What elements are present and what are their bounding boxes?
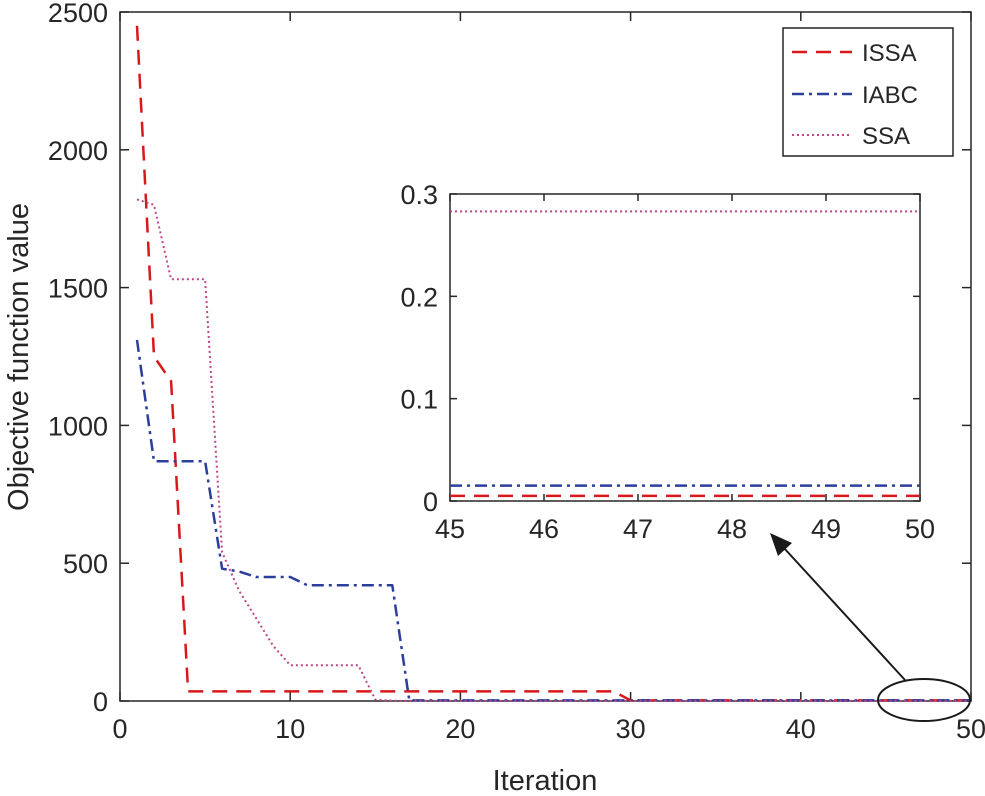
main-y-tick-label: 500 [63, 549, 108, 579]
main-y-tick-label: 2000 [48, 136, 108, 166]
main-series-line-issa [135, 25, 971, 702]
main-x-tick-label: 20 [445, 714, 475, 744]
y-axis-title: Objective function value [3, 203, 35, 511]
legend: ISSA IABC SSA [782, 27, 954, 157]
inset-x-tick-label: 45 [435, 514, 465, 544]
inset-x-tick-label: 50 [905, 514, 935, 544]
legend-label-issa: ISSA [862, 40, 917, 67]
inset-y-tick-label: 0 [423, 487, 438, 517]
main-x-tick-label: 50 [956, 714, 985, 744]
main-y-tick-label: 1500 [48, 274, 108, 304]
main-x-tick-label: 30 [616, 714, 646, 744]
main-series [135, 25, 971, 702]
zoom-arrow-head [770, 533, 792, 556]
legend-label-iabc: IABC [862, 82, 918, 109]
main-y-tick-label: 2500 [48, 0, 108, 28]
legend-box [782, 27, 954, 157]
inset-series [450, 210, 920, 498]
main-x-tick-label: 40 [786, 714, 816, 744]
inset-x-tick-label: 49 [811, 514, 841, 544]
zoom-arrow-line [783, 547, 906, 681]
inset-ticks: 45 46 47 48 49 50 0 0.1 0.2 0.3 [400, 180, 935, 544]
legend-label-ssa: SSA [862, 123, 910, 150]
inset-y-tick-label: 0.2 [400, 282, 438, 312]
main-y-tick-label: 0 [93, 687, 108, 717]
inset-x-tick-label: 46 [529, 514, 559, 544]
inset-plot-frame [449, 193, 921, 502]
x-axis-title: Iteration [493, 765, 598, 796]
main-x-tick-label: 0 [112, 714, 127, 744]
inset-x-tick-label: 47 [623, 514, 653, 544]
inset-background [450, 194, 920, 501]
inset-y-tick-label: 0.3 [400, 180, 438, 210]
inset-x-tick-label: 48 [717, 514, 747, 544]
zoom-region-ellipse [877, 678, 971, 722]
main-x-tick-label: 10 [275, 714, 305, 744]
main-y-tick-label: 1000 [48, 411, 108, 441]
inset-y-tick-label: 0.1 [400, 385, 438, 415]
